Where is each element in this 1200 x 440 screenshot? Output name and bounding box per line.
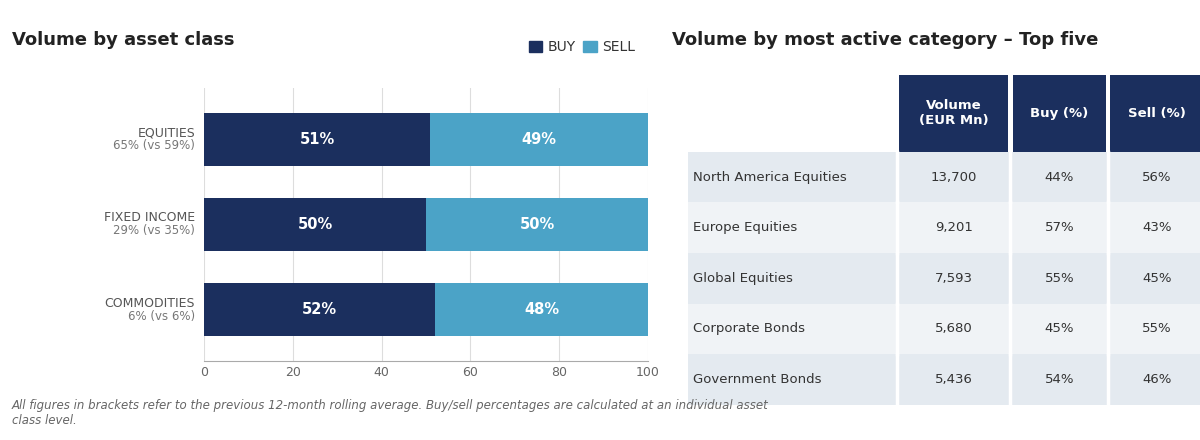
Text: 49%: 49% xyxy=(522,132,557,147)
Text: Global Equities: Global Equities xyxy=(694,272,793,285)
Bar xyxy=(204,113,431,165)
Text: Buy (%): Buy (%) xyxy=(1030,107,1088,120)
Text: EQUITIES: EQUITIES xyxy=(137,126,196,139)
Text: Volume
(EUR Mn): Volume (EUR Mn) xyxy=(919,99,989,127)
Text: Europe Equities: Europe Equities xyxy=(694,221,797,234)
Text: 50%: 50% xyxy=(520,217,554,232)
Text: 5,436: 5,436 xyxy=(935,373,973,386)
Bar xyxy=(204,198,426,251)
Text: Volume by most active category – Top five: Volume by most active category – Top fiv… xyxy=(672,31,1098,49)
Text: 51%: 51% xyxy=(300,132,335,147)
Text: 13,700: 13,700 xyxy=(930,171,977,183)
FancyBboxPatch shape xyxy=(688,202,1200,253)
Text: 9,201: 9,201 xyxy=(935,221,973,234)
Text: FIXED INCOME: FIXED INCOME xyxy=(104,211,196,224)
Bar xyxy=(431,113,648,165)
Text: 50%: 50% xyxy=(298,217,332,232)
Text: 29% (vs 35%): 29% (vs 35%) xyxy=(113,224,196,238)
Text: 7,593: 7,593 xyxy=(935,272,973,285)
Text: 55%: 55% xyxy=(1142,323,1171,335)
FancyBboxPatch shape xyxy=(1013,75,1106,152)
Text: 48%: 48% xyxy=(524,302,559,317)
Text: 43%: 43% xyxy=(1142,221,1171,234)
Text: COMMODITIES: COMMODITIES xyxy=(104,297,196,310)
Text: Volume by asset class: Volume by asset class xyxy=(12,31,234,49)
Text: 5,680: 5,680 xyxy=(935,323,972,335)
Legend: BUY, SELL: BUY, SELL xyxy=(523,35,641,60)
Text: All figures in brackets refer to the previous 12-month rolling average. Buy/sell: All figures in brackets refer to the pre… xyxy=(12,399,769,427)
Bar xyxy=(204,283,434,336)
Text: 65% (vs 59%): 65% (vs 59%) xyxy=(113,139,196,152)
Text: 46%: 46% xyxy=(1142,373,1171,386)
FancyBboxPatch shape xyxy=(1110,75,1200,152)
FancyBboxPatch shape xyxy=(688,304,1200,354)
Text: Government Bonds: Government Bonds xyxy=(694,373,822,386)
Text: 45%: 45% xyxy=(1142,272,1171,285)
Text: 55%: 55% xyxy=(1044,272,1074,285)
Text: Sell (%): Sell (%) xyxy=(1128,107,1186,120)
Text: 57%: 57% xyxy=(1044,221,1074,234)
Text: 54%: 54% xyxy=(1044,373,1074,386)
Text: 44%: 44% xyxy=(1045,171,1074,183)
Bar xyxy=(434,283,648,336)
FancyBboxPatch shape xyxy=(688,253,1200,304)
Text: 56%: 56% xyxy=(1142,171,1171,183)
Text: 52%: 52% xyxy=(302,302,337,317)
FancyBboxPatch shape xyxy=(899,75,1008,152)
Text: North America Equities: North America Equities xyxy=(694,171,847,183)
Bar xyxy=(426,198,648,251)
Text: 45%: 45% xyxy=(1044,323,1074,335)
Text: Corporate Bonds: Corporate Bonds xyxy=(694,323,805,335)
FancyBboxPatch shape xyxy=(688,152,1200,202)
FancyBboxPatch shape xyxy=(688,354,1200,405)
Text: 6% (vs 6%): 6% (vs 6%) xyxy=(128,310,196,323)
